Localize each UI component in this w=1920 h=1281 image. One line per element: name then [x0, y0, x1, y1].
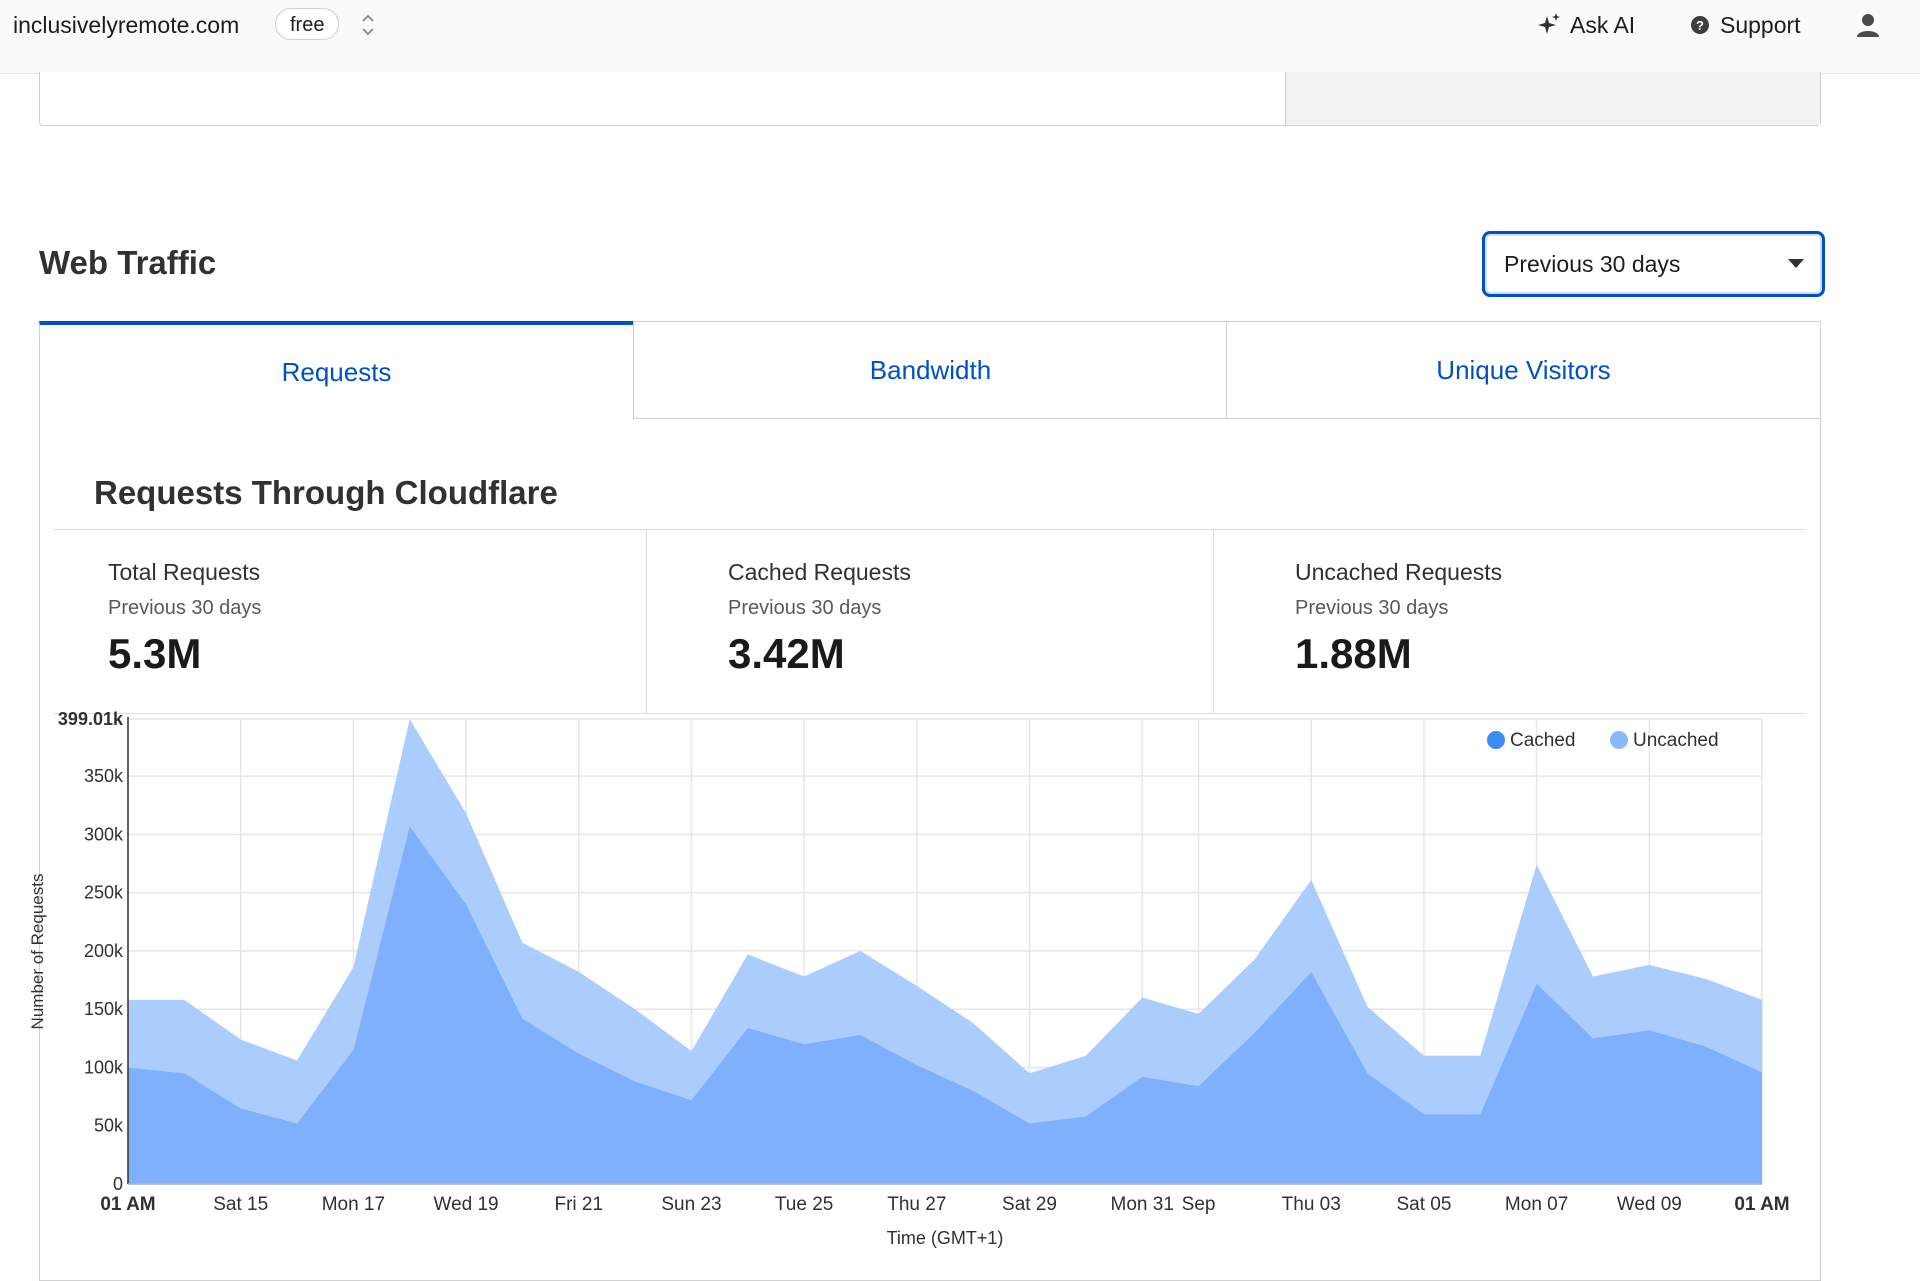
stats-row: Total Requests Previous 30 days 5.3M Cac… — [54, 529, 1806, 714]
y-tick-label: 399.01k — [58, 709, 124, 729]
stat-label: Total Requests — [108, 559, 261, 585]
y-tick-label: 50k — [94, 1116, 124, 1136]
series-area-uncached — [128, 719, 1762, 1124]
overview-card — [39, 72, 1821, 126]
x-tick-label: Mon 17 — [322, 1194, 385, 1215]
tab-bandwidth[interactable]: Bandwidth — [633, 321, 1228, 419]
x-tick-label: 01 AM — [1734, 1194, 1789, 1215]
ask-ai-button[interactable]: Ask AI — [1536, 9, 1635, 41]
legend-swatch-cached — [1487, 731, 1505, 749]
y-tick-label: 100k — [84, 1057, 124, 1077]
stat-label: Uncached Requests — [1295, 559, 1503, 585]
x-axis-title: Time (GMT+1) — [887, 1228, 1004, 1248]
chevron-up-down-icon[interactable] — [360, 12, 376, 38]
stat-period: Previous 30 days — [1295, 597, 1449, 619]
legend-label-uncached: Uncached — [1633, 730, 1719, 751]
stat-period: Previous 30 days — [728, 597, 882, 619]
domain-name[interactable]: inclusivelyremote.com — [13, 12, 240, 38]
x-tick-label: Mon 31 — [1111, 1194, 1174, 1215]
stat-cached-requests: Cached Requests Previous 30 days 3.42M — [646, 530, 1214, 714]
stat-total-requests: Total Requests Previous 30 days 5.3M — [54, 530, 647, 714]
top-bar: inclusivelyremote.com free Ask AI ? Supp… — [0, 0, 1920, 74]
series-area-cached — [128, 826, 1762, 1184]
tab-unique-visitors[interactable]: Unique Visitors — [1226, 321, 1821, 419]
x-tick-label: Sat 29 — [1002, 1194, 1057, 1215]
y-tick-label: 0 — [113, 1174, 123, 1194]
stat-label: Cached Requests — [728, 559, 911, 585]
x-tick-label: Tue 25 — [775, 1194, 833, 1215]
x-tick-label: Thu 03 — [1282, 1194, 1341, 1215]
y-tick-label: 200k — [84, 941, 124, 961]
help-circle-icon: ? — [1691, 16, 1709, 34]
time-range-value: Previous 30 days — [1504, 251, 1681, 277]
stat-value: 5.3M — [108, 630, 202, 677]
tab-requests-label: Requests — [281, 356, 392, 387]
ask-ai-label: Ask AI — [1570, 11, 1636, 38]
x-tick-label: Sat 05 — [1396, 1194, 1451, 1215]
stat-uncached-requests: Uncached Requests Previous 30 days 1.88M — [1213, 530, 1806, 714]
x-tick-label: 01 AM — [100, 1194, 155, 1215]
caret-down-icon — [1788, 259, 1804, 268]
user-icon[interactable] — [1855, 12, 1881, 38]
x-tick-label: Wed 09 — [1617, 1194, 1682, 1215]
y-tick-label: 300k — [84, 824, 124, 844]
x-tick-label: Sun 23 — [661, 1194, 721, 1215]
plan-badge: free — [275, 8, 340, 40]
y-tick-label: 250k — [84, 883, 124, 903]
x-tick-label: Mon 07 — [1505, 1194, 1568, 1215]
support-button[interactable]: ? Support — [1690, 9, 1801, 41]
tab-requests[interactable]: Requests — [39, 321, 634, 419]
x-tick-label: Sep — [1182, 1194, 1216, 1215]
x-tick-label: Thu 27 — [887, 1194, 946, 1215]
sparkle-icon — [1538, 13, 1560, 34]
stat-value: 1.88M — [1295, 630, 1412, 677]
tab-unique-visitors-label: Unique Visitors — [1436, 354, 1611, 385]
legend-label-cached: Cached — [1510, 730, 1576, 751]
overview-card-side — [1285, 72, 1820, 125]
stat-period: Previous 30 days — [108, 597, 262, 619]
stat-value: 3.42M — [728, 630, 845, 677]
x-tick-label: Fri 21 — [554, 1194, 603, 1215]
time-range-select[interactable]: Previous 30 days — [1482, 231, 1825, 297]
requests-area-chart: 0 50k 100k 150k 200k 250k 300k 350k 399.01k 01 AM… — [28, 709, 1790, 1248]
y-axis-title: Number of Requests — [28, 874, 47, 1030]
support-label: Support — [1720, 11, 1801, 38]
x-tick-label: Sat 15 — [213, 1194, 268, 1215]
chart-title: Requests Through Cloudflare — [94, 474, 558, 511]
legend-swatch-uncached — [1610, 731, 1628, 749]
y-tick-label: 350k — [84, 766, 124, 786]
tab-bandwidth-label: Bandwidth — [869, 354, 992, 385]
x-tick-label: Wed 19 — [433, 1194, 498, 1215]
section-title: Web Traffic — [39, 244, 217, 281]
svg-text:?: ? — [1696, 18, 1704, 33]
y-tick-label: 150k — [84, 999, 124, 1019]
